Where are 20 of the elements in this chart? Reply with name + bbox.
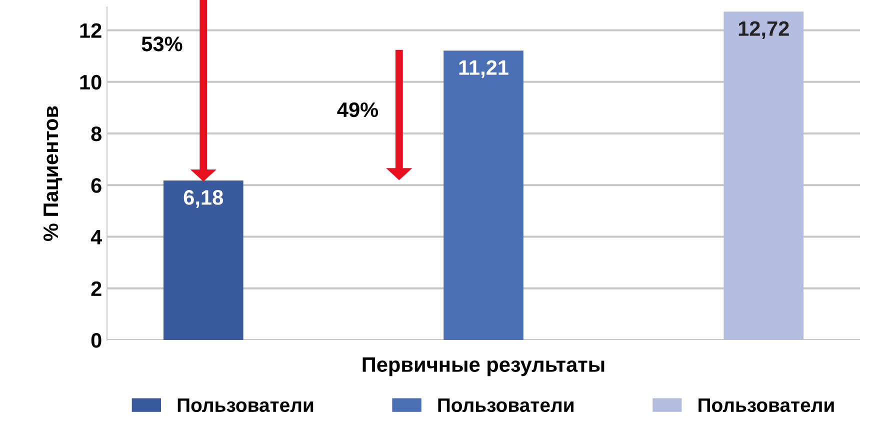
- bar: [163, 180, 244, 340]
- y-tick-label: 4: [90, 230, 102, 244]
- text: 12,72: [738, 21, 789, 40]
- y-tick-label: 12: [80, 23, 102, 38]
- y-tick-label: 2: [91, 281, 102, 296]
- legend-label: Пользователи: [178, 398, 314, 412]
- text: 6,18: [184, 190, 224, 208]
- text: 11,21: [459, 60, 508, 78]
- x-tick-label: Первичные результаты: [362, 357, 604, 376]
- annotation: 49%: [337, 102, 378, 118]
- annotation: 53%: [142, 36, 182, 52]
- y-tick-label: 0: [91, 333, 102, 348]
- y-tick-label: 6: [91, 178, 102, 193]
- y-tick-label: 10: [80, 74, 102, 90]
- legend-label: Пользователи: [698, 398, 834, 412]
- bar: [724, 12, 804, 340]
- y-tick-label: 8: [91, 126, 102, 142]
- y-axis-title: % Пациентов: [43, 106, 62, 242]
- bar: [444, 50, 524, 340]
- legend-label: Пользователи: [438, 398, 574, 412]
